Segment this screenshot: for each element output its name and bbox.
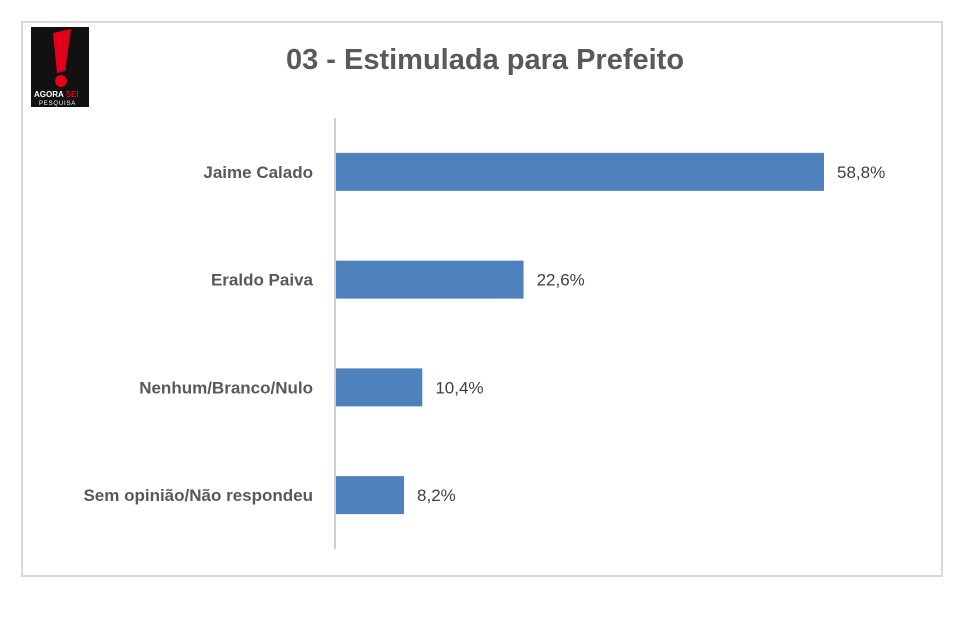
data-label: 22,6% (537, 271, 585, 290)
category-label: Nenhum/Branco/Nulo (139, 378, 313, 397)
chart-title: 03 - Estimulada para Prefeito (285, 44, 685, 76)
logo-text-agora: AGORA (34, 90, 64, 99)
logo-text-sei: SEI (66, 90, 79, 99)
category-label: Jaime Calado (203, 163, 313, 182)
bar (336, 476, 405, 515)
logo-text-pesquisa: PESQUISA (39, 101, 76, 107)
data-label: 58,8% (837, 163, 885, 182)
chart-frame (21, 21, 943, 577)
category-label: Eraldo Paiva (211, 271, 314, 290)
bar (336, 260, 524, 299)
bar (336, 152, 824, 191)
data-label: 10,4% (435, 378, 483, 397)
agora-sei-logo: AGORA SEI PESQUISA (31, 27, 89, 107)
bar (336, 368, 423, 407)
category-label: Sem opinião/Não respondeu (83, 486, 313, 505)
svg-text:AGORA SEI: AGORA SEI (34, 90, 79, 99)
data-label: 8,2% (417, 486, 456, 505)
